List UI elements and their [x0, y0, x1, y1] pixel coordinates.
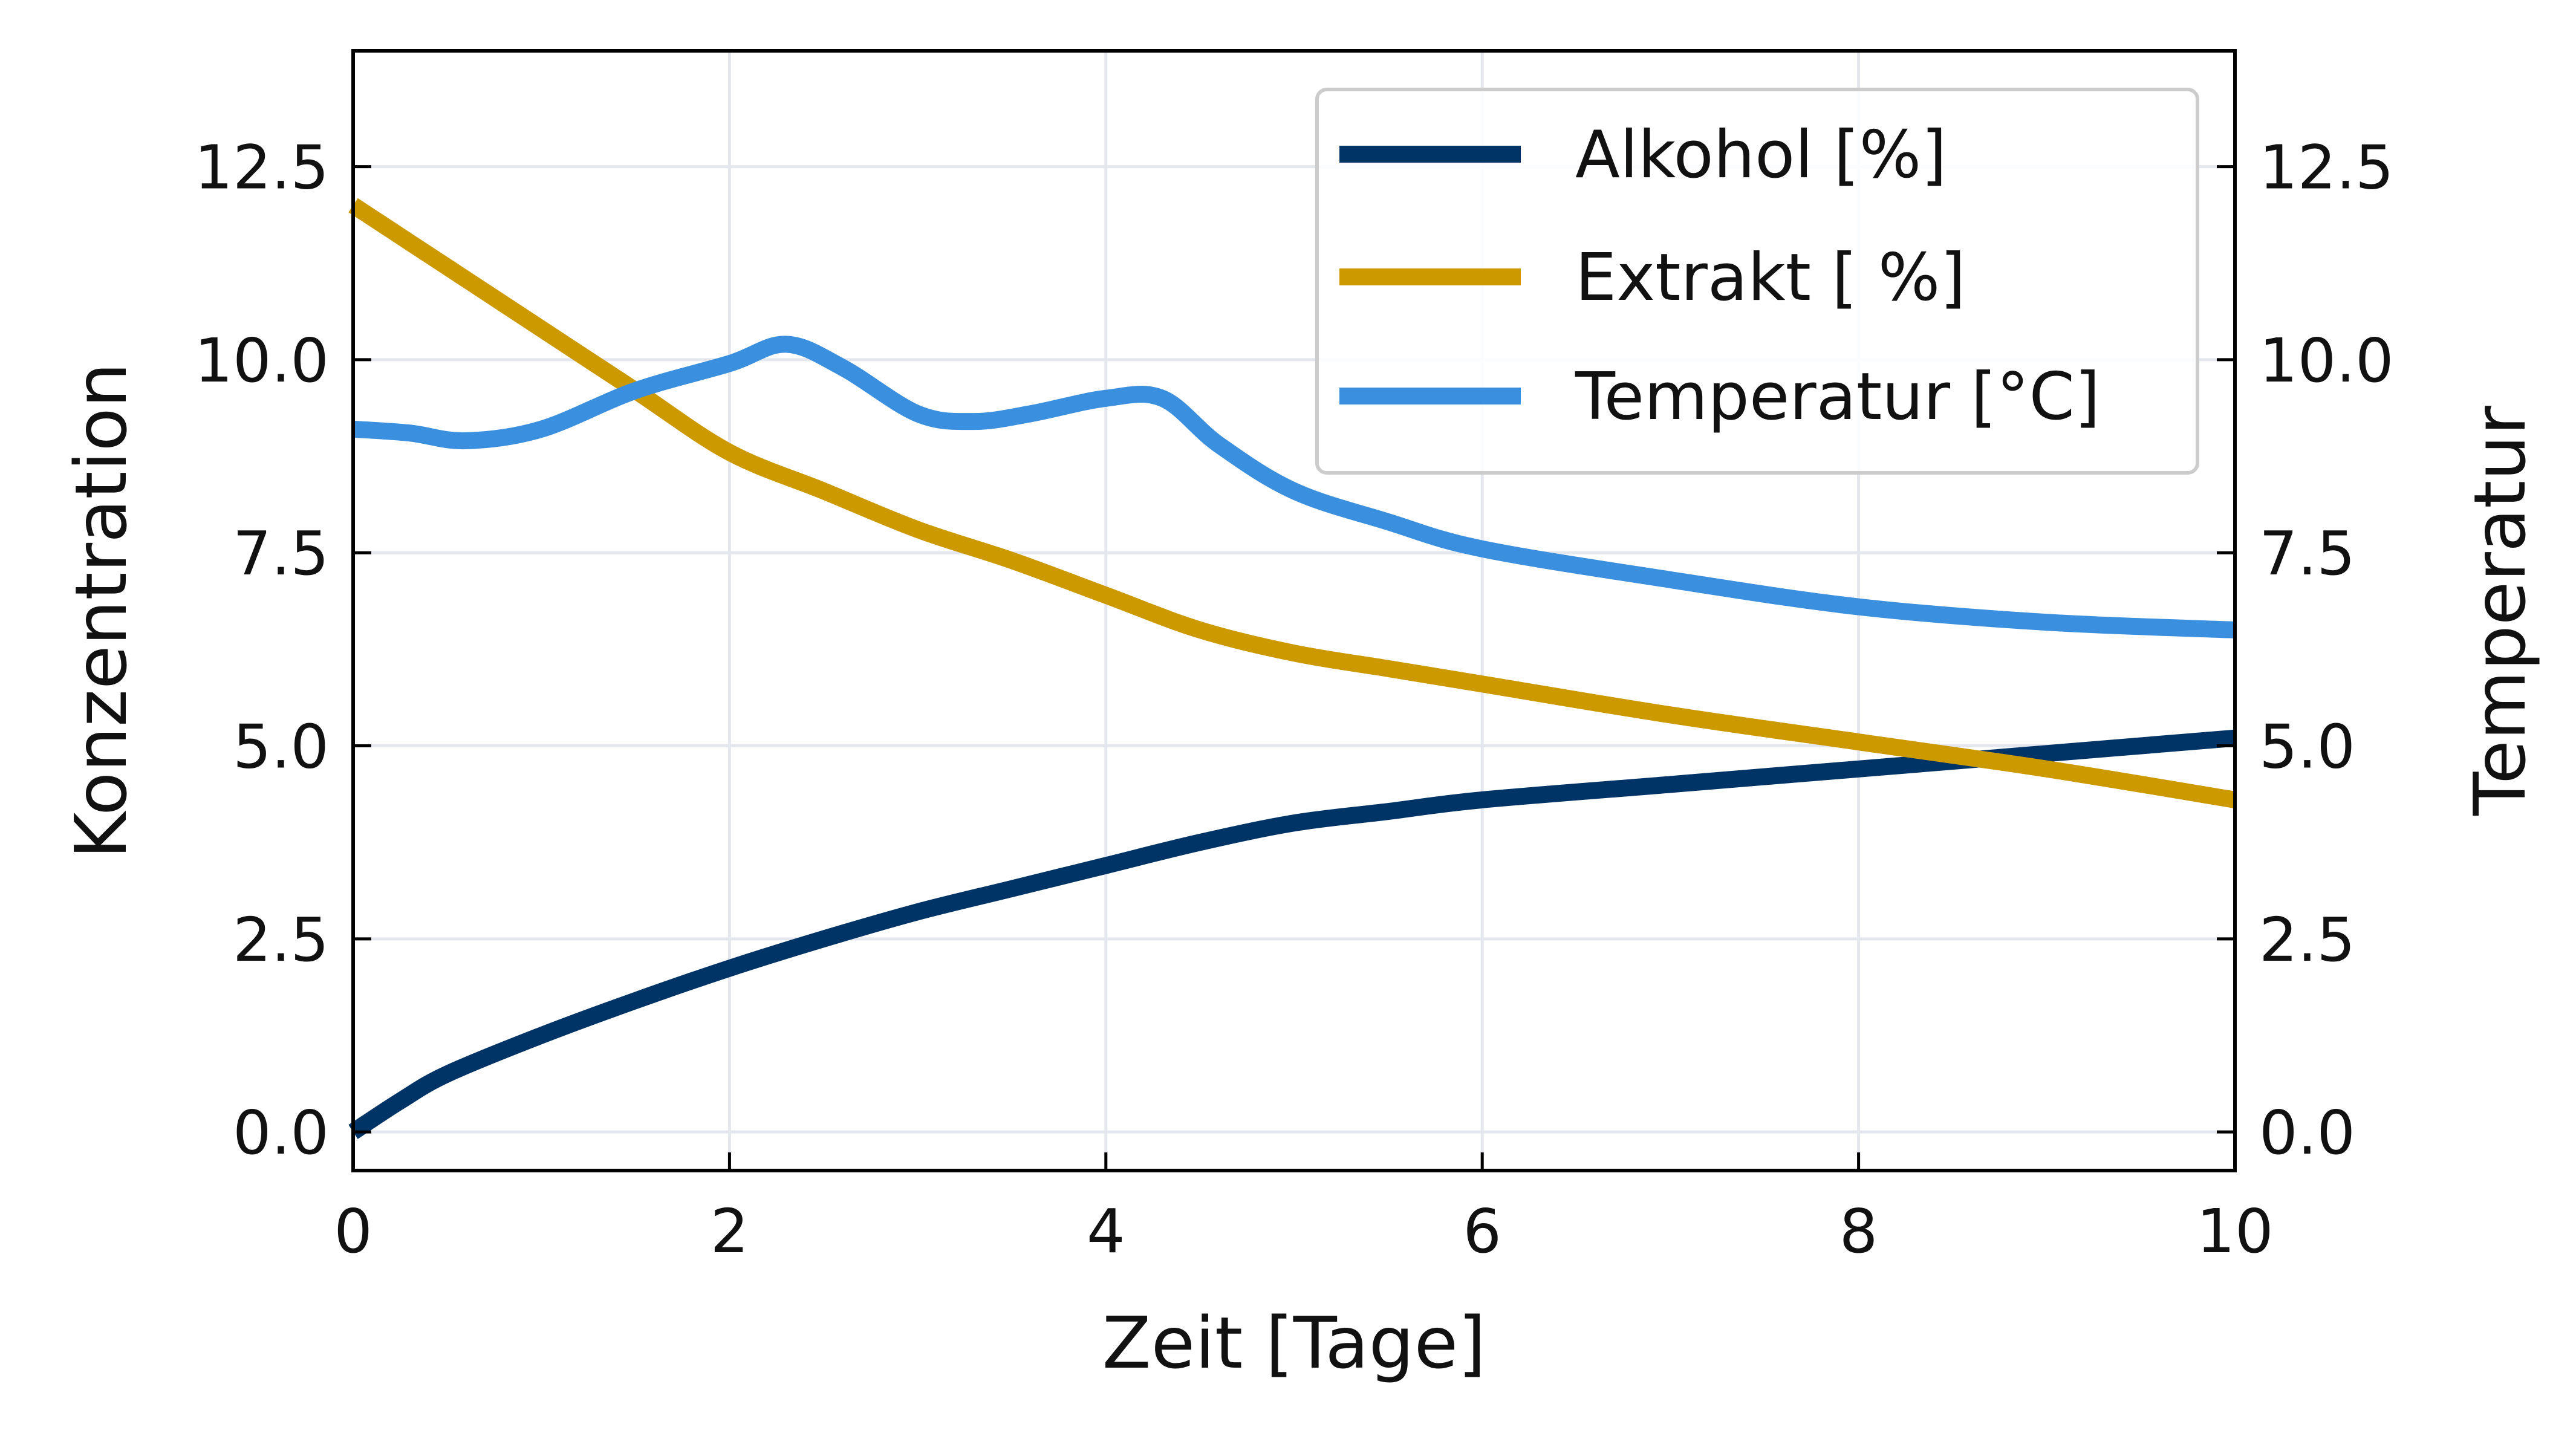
- x-tick-label: 6: [1463, 1196, 1501, 1267]
- legend: Alkohol [%] Extrakt [ %] Temperatur [°C]: [1315, 88, 2199, 475]
- plot-frame: [351, 49, 2237, 1172]
- legend-label-alkohol: Alkohol [%]: [1575, 117, 1947, 193]
- series-line-extrakt: [348, 198, 2237, 808]
- y-axis-label-right: Temperatur: [2458, 406, 2542, 816]
- legend-entry-temperatur: Temperatur [°C]: [1339, 359, 2100, 435]
- x-tick-label: 8: [1839, 1196, 1878, 1267]
- legend-label-temperatur: Temperatur [°C]: [1575, 359, 2100, 435]
- y-tick-label-right: 7.5: [2259, 518, 2355, 589]
- x-tick-label: 2: [711, 1196, 749, 1267]
- series-line-alkohol: [348, 729, 2236, 1139]
- legend-label-extrakt: Extrakt [ %]: [1575, 240, 1966, 316]
- legend-box: [1315, 88, 2199, 475]
- series-line-temperatur: [353, 336, 2236, 638]
- series-lines: [348, 198, 2237, 1139]
- y-axis-label-left: Konzentration: [59, 363, 143, 859]
- y-tick-label-right: 2.5: [2259, 905, 2355, 975]
- x-axis-label: Zeit [Tage]: [1102, 1301, 1486, 1385]
- y-tick-label-left: 12.5: [194, 132, 329, 203]
- y-tick-label-left: 2.5: [233, 905, 329, 975]
- ticks: 0 2 4 6 8 10 0.0 0.0 2.5 2.5 5.0 5.0 7.5 7.5 10.0 10.0 1…: [194, 132, 2393, 1267]
- y-tick-label-right: 5.0: [2259, 712, 2355, 782]
- legend-entry-alkohol: Alkohol [%]: [1339, 117, 1947, 193]
- y-tick-label-right: 12.5: [2259, 132, 2394, 203]
- x-tick-label: 4: [1087, 1196, 1125, 1267]
- legend-entry-extrakt: Extrakt [ %]: [1339, 240, 1966, 316]
- y-tick-label-left: 5.0: [233, 712, 329, 782]
- y-tick-label-right: 0.0: [2259, 1097, 2355, 1168]
- x-tick-label: 0: [334, 1196, 372, 1267]
- y-tick-label-left: 0.0: [233, 1097, 329, 1168]
- y-tick-label-left: 7.5: [233, 518, 329, 589]
- y-tick-label-left: 10.0: [194, 325, 329, 396]
- x-tick-label: 10: [2196, 1196, 2273, 1267]
- y-tick-label-right: 10.0: [2259, 325, 2394, 396]
